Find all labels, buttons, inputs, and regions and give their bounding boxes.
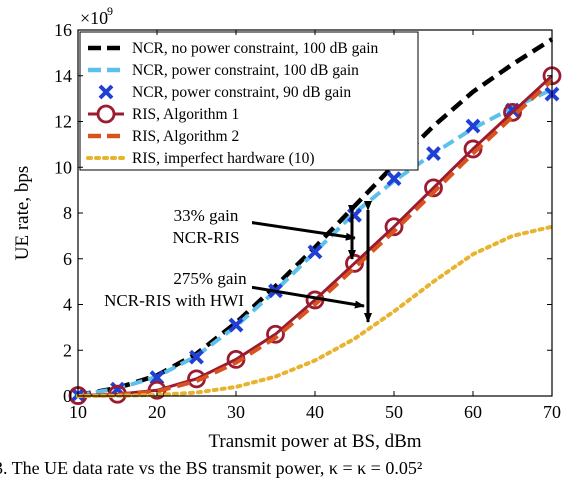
legend-box xyxy=(79,31,419,171)
data-point xyxy=(228,317,244,333)
y-axis-label: UE rate, bps xyxy=(12,166,33,260)
y-exponent-label: ×10 xyxy=(80,8,108,28)
series-5 xyxy=(77,78,554,398)
legend-label: NCR, power constraint, 100 dB gain xyxy=(132,62,359,79)
annotation-label: NCR-RIS xyxy=(172,228,239,247)
annotation-arrow xyxy=(247,220,356,241)
legend-entry-2: NCR, power constraint, 100 dB gain xyxy=(88,62,359,79)
y-tick-label: 4 xyxy=(63,295,72,315)
annotation-background xyxy=(160,204,252,246)
legend-swatch-marker xyxy=(96,104,116,124)
data-point xyxy=(307,244,323,260)
legend-entry-5: RIS, Algorithm 2 xyxy=(88,128,239,145)
legend: NCR, no power constraint, 100 dB gain NCR… xyxy=(79,31,419,171)
y-tick-label: 12 xyxy=(54,112,72,132)
y-tick-label: 16 xyxy=(54,20,72,40)
data-point xyxy=(386,171,402,187)
series-line xyxy=(77,74,554,397)
legend-entry-6: RIS, imperfect hardware (10) xyxy=(86,150,314,167)
y-tick-label: 0 xyxy=(63,386,72,406)
legend-label: NCR, no power constraint, 100 dB gain xyxy=(132,40,379,57)
data-point xyxy=(463,139,483,159)
legend-label: RIS, Algorithm 1 xyxy=(132,106,239,123)
y-tick-label: 6 xyxy=(63,249,72,269)
x-tick-label: 50 xyxy=(385,402,403,422)
y-tick-label: 2 xyxy=(63,340,72,360)
legend-label: RIS, Algorithm 2 xyxy=(132,128,239,145)
legend-entry-3: NCR, power constraint, 90 dB gain xyxy=(98,84,351,101)
axes: 10 20 30 40 50 60 70 0 2 4 6 8 10 12 14 16 ×109 Transmit … xyxy=(12,4,561,452)
chart: 33% gain NCR-RIS 275% gain NCR-RIS with HWI… xyxy=(12,4,562,452)
legend-entry-4: RIS, Algorithm 1 xyxy=(88,104,239,124)
y-tick-label: 10 xyxy=(54,157,72,177)
series-line xyxy=(77,78,554,398)
annotation-arrow xyxy=(249,285,365,309)
x-tick-label: 70 xyxy=(543,402,561,422)
data-point xyxy=(149,370,165,386)
y-tick-label: 8 xyxy=(63,203,72,223)
x-tick-label: 40 xyxy=(306,402,324,422)
legend-label: RIS, imperfect hardware (10) xyxy=(132,150,314,167)
annotation-label: 275% gain xyxy=(173,269,247,288)
x-axis-label: Transmit power at BS, dBm xyxy=(208,431,421,452)
legend-swatch-marker xyxy=(98,84,114,100)
annotation-label: NCR-RIS with HWI xyxy=(104,291,244,310)
data-point xyxy=(465,118,481,134)
data-point xyxy=(424,178,443,198)
caption-text: 3. The UE data rate vs the BS transmit p… xyxy=(0,458,423,478)
x-tick-label: 30 xyxy=(227,402,245,422)
x-tick-label: 10 xyxy=(69,402,87,422)
x-tick-label: 60 xyxy=(464,402,482,422)
y-exponent-power: 9 xyxy=(107,4,113,18)
annotation-layer: 33% gain NCR-RIS 275% gain NCR-RIS with HWI xyxy=(88,201,372,323)
data-point xyxy=(426,146,441,161)
legend-label: NCR, power constraint, 90 dB gain xyxy=(132,84,351,101)
data-point xyxy=(266,324,285,344)
data-point xyxy=(189,349,204,365)
annotation-background xyxy=(88,268,252,310)
series-4 xyxy=(68,66,562,405)
data-point xyxy=(384,217,404,237)
annotation-label: 33% gain xyxy=(174,206,239,225)
x-tick-label: 20 xyxy=(148,402,166,422)
data-point xyxy=(503,102,522,122)
figure-caption: 3. The UE data rate vs the BS transmit p… xyxy=(0,458,578,484)
y-tick-label: 14 xyxy=(54,66,72,86)
legend-entry-1: NCR, no power constraint, 100 dB gain xyxy=(88,40,379,57)
